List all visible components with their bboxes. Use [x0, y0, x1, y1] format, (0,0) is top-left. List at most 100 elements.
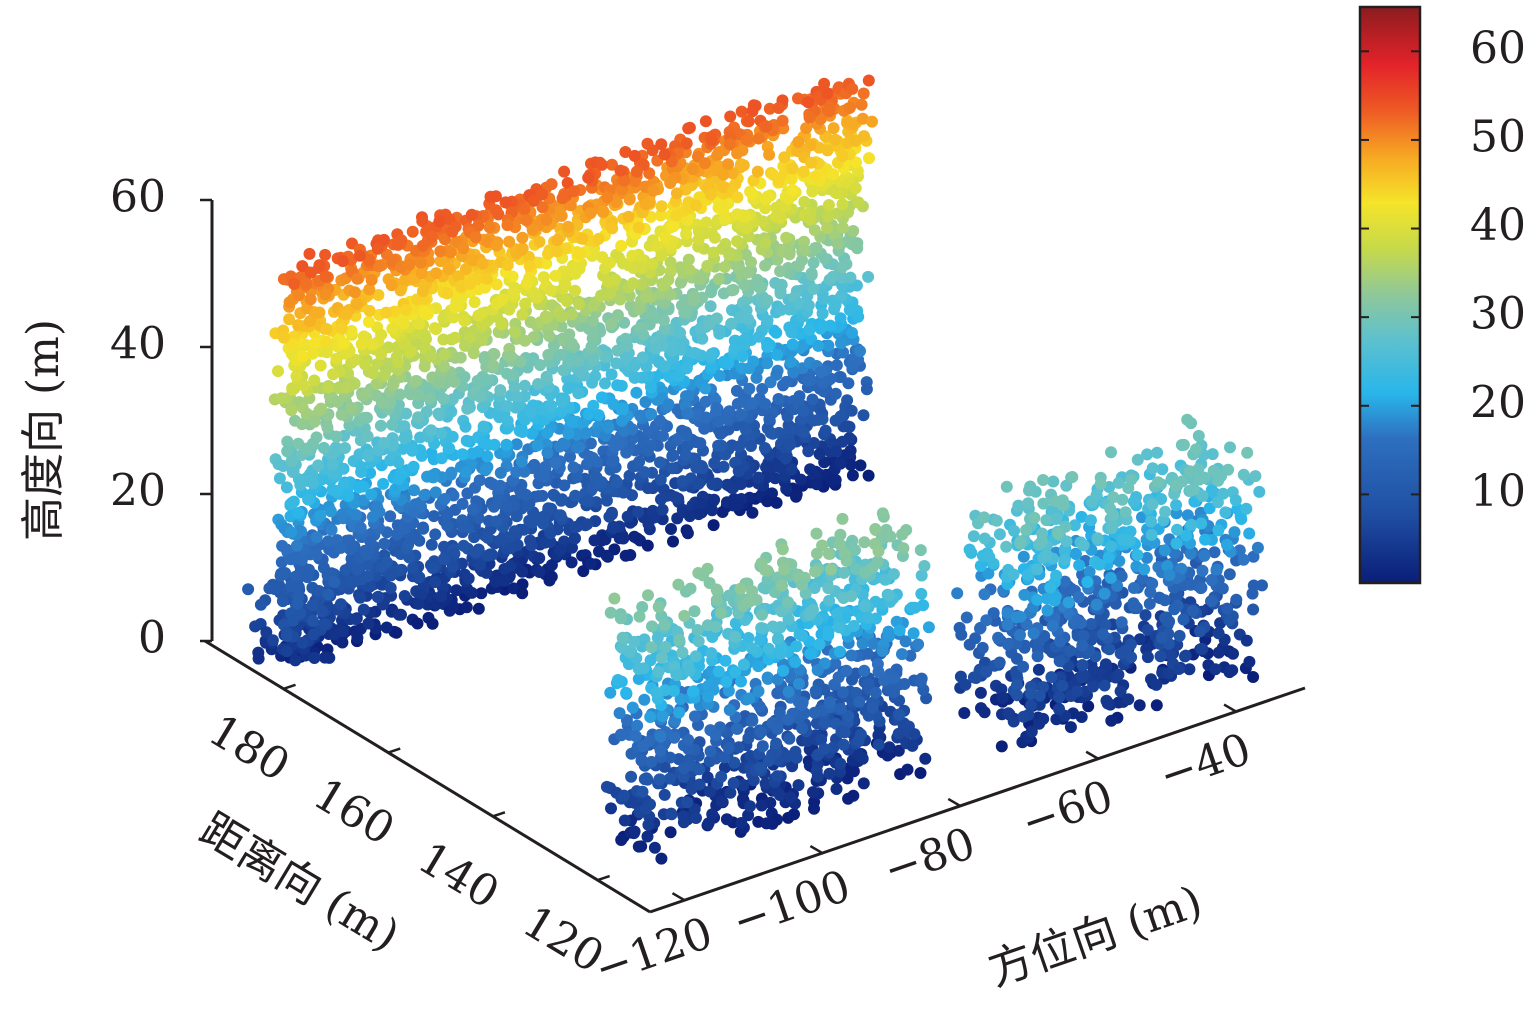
data-point — [646, 258, 659, 271]
data-point — [525, 427, 538, 440]
data-point — [607, 522, 620, 535]
data-point — [896, 528, 909, 541]
data-point — [658, 788, 671, 801]
data-point — [549, 269, 562, 282]
data-point — [605, 802, 617, 815]
data-point — [1012, 499, 1025, 512]
data-point — [310, 548, 323, 561]
data-point — [399, 273, 412, 286]
data-point — [554, 509, 567, 522]
data-point — [717, 181, 730, 194]
data-point — [520, 277, 533, 290]
data-point — [332, 396, 344, 408]
data-point — [518, 379, 531, 392]
data-point — [318, 618, 331, 631]
data-point — [562, 427, 575, 440]
data-point — [456, 520, 469, 533]
data-point — [792, 297, 805, 310]
data-point — [636, 601, 649, 613]
data-point — [494, 384, 507, 397]
data-point — [821, 222, 834, 235]
data-point — [597, 445, 610, 458]
data-point — [480, 272, 493, 285]
data-point — [701, 259, 714, 272]
data-point — [708, 457, 721, 470]
data-point — [285, 455, 298, 468]
data-point — [843, 101, 856, 114]
data-point — [847, 225, 860, 237]
data-point — [418, 489, 431, 502]
data-point — [1075, 510, 1088, 523]
data-point — [441, 508, 454, 521]
data-point — [603, 510, 616, 523]
data-point — [555, 494, 568, 507]
data-point — [846, 326, 858, 339]
data-point — [527, 194, 540, 207]
data-point — [384, 569, 397, 582]
data-point — [467, 254, 480, 267]
data-point — [339, 442, 351, 454]
data-point — [821, 144, 834, 157]
data-point — [666, 462, 679, 475]
data-point — [384, 581, 397, 594]
data-point — [313, 585, 325, 597]
data-point — [753, 281, 766, 294]
data-point — [569, 284, 581, 297]
data-point — [306, 347, 319, 360]
data-point — [676, 475, 689, 488]
data-point — [800, 122, 813, 135]
data-point — [745, 440, 757, 452]
data-point — [818, 716, 831, 729]
data-point — [501, 415, 514, 427]
data-point — [461, 402, 474, 415]
data-point — [655, 249, 668, 262]
data-point — [479, 463, 492, 476]
data-point — [545, 399, 558, 412]
data-point — [993, 528, 1006, 541]
data-point — [780, 375, 793, 388]
data-point — [1168, 547, 1181, 560]
data-point — [489, 575, 502, 588]
data-point — [734, 582, 747, 595]
data-point — [425, 424, 438, 437]
data-point — [321, 421, 334, 434]
data-point — [664, 288, 677, 301]
data-point — [545, 284, 558, 297]
data-point — [488, 438, 501, 451]
data-point — [307, 615, 319, 627]
data-point — [1068, 519, 1081, 532]
data-point — [415, 449, 428, 462]
data-point — [446, 560, 459, 573]
data-point — [786, 338, 799, 351]
data-point — [670, 187, 683, 200]
data-point — [532, 490, 545, 503]
data-point — [293, 289, 305, 302]
data-point — [667, 535, 679, 548]
data-point — [671, 432, 684, 445]
data-point — [353, 249, 366, 262]
data-point — [320, 335, 333, 348]
data-point — [752, 330, 765, 343]
data-point — [334, 541, 347, 554]
data-point — [987, 607, 1000, 620]
data-point — [307, 477, 319, 490]
data-point — [561, 177, 574, 189]
data-point — [1127, 495, 1140, 508]
data-point — [290, 539, 303, 552]
data-point — [1203, 502, 1216, 515]
data-point — [722, 158, 734, 171]
data-point — [508, 381, 521, 394]
data-point — [980, 614, 993, 627]
data-point — [489, 190, 502, 203]
data-point — [294, 478, 307, 491]
data-point — [836, 435, 849, 448]
data-point — [822, 629, 835, 642]
data-point — [736, 350, 749, 363]
data-point — [562, 382, 575, 395]
data-point — [415, 267, 428, 280]
data-point — [731, 191, 744, 204]
data-point — [556, 192, 569, 205]
data-point — [642, 818, 655, 831]
data-point — [659, 231, 672, 244]
